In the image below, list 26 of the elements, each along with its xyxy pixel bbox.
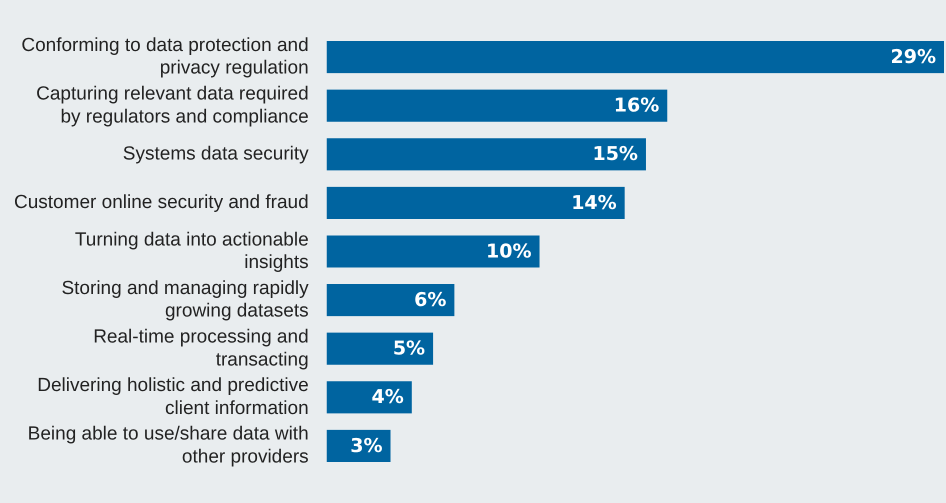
y-tick-label: Storing and managing rapidly growing datasets <box>61 278 310 322</box>
y-tick-label: Being able to use/share data with other providers <box>28 424 309 468</box>
y-tick-label: Real-time processing and transacting <box>93 326 309 370</box>
y-tick-label: Capturing relevant data required by regulators and compliance <box>36 84 309 128</box>
bar <box>326 284 454 316</box>
data-label: 15% <box>592 143 638 166</box>
bar <box>326 138 646 170</box>
data-label: 14% <box>571 192 617 214</box>
bar <box>326 381 412 414</box>
data-label: 10% <box>486 240 532 262</box>
y-tick-label: Customer online security and fraud <box>14 192 309 214</box>
y-tick-label: Conforming to data protection and privacy regulation <box>21 34 309 79</box>
data-label: 16% <box>614 94 660 117</box>
bar <box>326 90 668 122</box>
data-label: 3% <box>350 434 383 457</box>
y-tick-label: Turning data into actionable insights <box>74 229 309 274</box>
bar <box>326 235 540 268</box>
data-label: 6% <box>414 289 446 312</box>
y-tick-label: Delivering holistic and predictive client information <box>37 375 309 419</box>
data-label: 4% <box>372 386 404 408</box>
bar <box>326 186 625 219</box>
bar <box>326 332 434 365</box>
bar <box>326 41 944 74</box>
y-tick-label: Systems data security <box>122 144 310 165</box>
data-label: 5% <box>392 338 426 360</box>
data-label: 29% <box>890 46 936 68</box>
